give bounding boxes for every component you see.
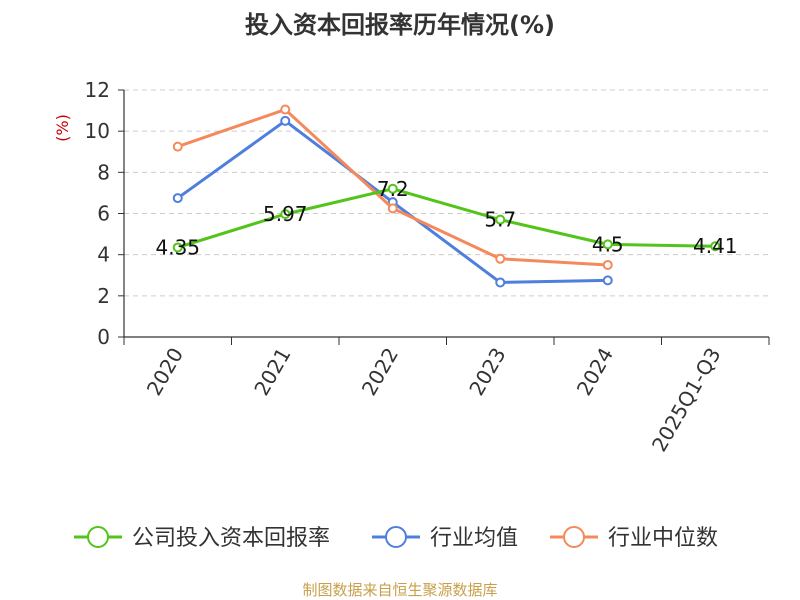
data-label: 4.41 [693,234,738,258]
series-lines [172,104,721,288]
data-point [602,239,613,250]
data-point [495,277,506,288]
data-point [172,141,183,152]
data-point [280,209,291,220]
chart-title: 投入资本回报率历年情况(%) [245,11,555,39]
data-point [172,193,183,204]
data-labels: 4.35 5.97 7.2 5.7 4.5 4.41 [155,177,737,260]
y-tick-label: 4 [97,243,110,267]
data-point [602,259,613,270]
data-label: 4.5 [592,232,624,256]
x-tick-label: 2024 [572,344,618,400]
y-tick-label: 8 [97,160,110,184]
data-label: 5.7 [484,208,516,232]
y-tick-label: 2 [97,284,110,308]
legend-marker-icon [87,526,109,548]
data-point [495,214,506,225]
x-tick-label: 2023 [464,344,510,400]
data-label: 5.97 [263,202,308,226]
data-point [710,241,721,252]
series-line [177,187,716,249]
legend: 公司投入资本回报率 行业均值 行业中位数 [74,526,718,551]
data-point [280,104,291,115]
x-tick-label: 2022 [357,344,403,400]
legend-item: 公司投入资本回报率 [74,526,330,551]
legend-marker-icon [563,526,585,548]
data-point [495,253,506,264]
legend-item: 行业中位数 [550,526,718,551]
y-tick-label: 6 [97,202,110,226]
x-tick-label: 2025Q1-Q3 [647,344,726,456]
source-note: 制图数据来自恒生聚源数据库 [302,581,497,599]
x-tick-label: 2020 [142,344,188,400]
data-label: 4.35 [155,235,200,259]
x-tick-label: 2021 [249,344,295,400]
data-point [387,203,398,214]
y-tick-labels: 0 2 4 6 8 10 12 [85,78,110,349]
x-tick-labels: 2020 2021 2022 2023 2024 2025Q1-Q3 [142,344,726,456]
data-point [602,275,613,286]
data-label: 7.2 [377,177,409,201]
y-axis-unit: (%) [53,114,72,142]
legend-item: 行业均值 [372,526,518,551]
legend-label: 公司投入资本回报率 [132,526,330,551]
data-point [280,115,291,126]
data-point [387,183,398,194]
gridlines [124,89,769,297]
legend-label: 行业均值 [430,526,518,551]
axes [118,89,770,345]
data-point [172,242,183,253]
y-tick-label: 12 [85,78,110,102]
y-tick-label: 0 [97,325,110,349]
y-tick-label: 10 [85,119,110,143]
legend-marker-icon [385,526,407,548]
legend-label: 行业中位数 [608,526,718,551]
